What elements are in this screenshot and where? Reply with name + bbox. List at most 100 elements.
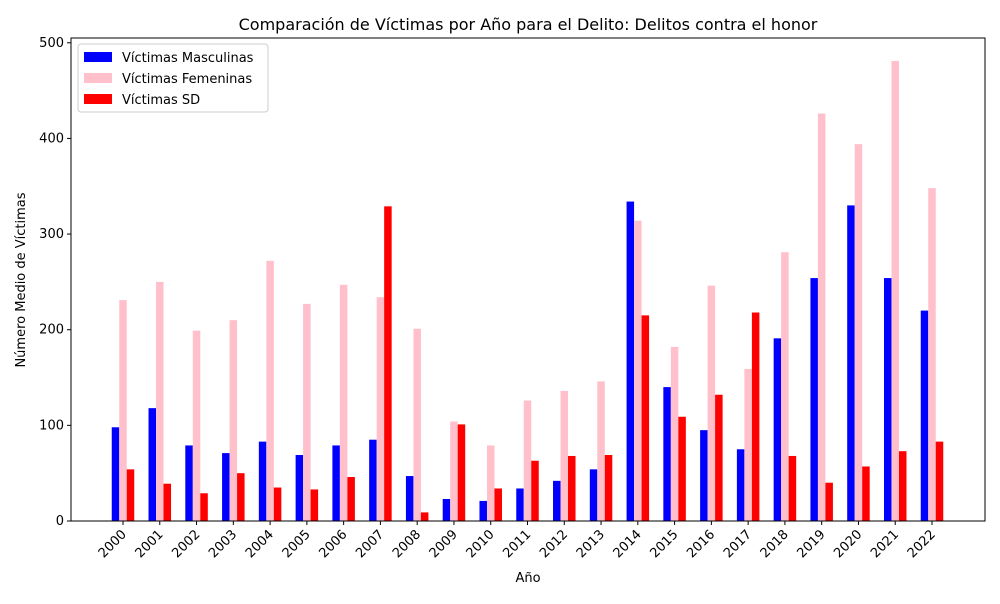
x-tick-label: 2013 bbox=[574, 527, 608, 561]
bar-sd-2011 bbox=[531, 460, 539, 521]
x-tick-label: 2015 bbox=[647, 527, 681, 561]
x-tick-label: 2010 bbox=[464, 527, 498, 561]
bar-masculinas-2019 bbox=[810, 278, 818, 521]
x-tick-label: 2018 bbox=[758, 527, 792, 561]
bar-masculinas-2008 bbox=[405, 476, 414, 521]
bar-femeninas-2007 bbox=[376, 297, 385, 521]
bar-sd-2022 bbox=[935, 441, 944, 521]
y-tick-label: 0 bbox=[56, 514, 64, 529]
bar-sd-2019 bbox=[825, 482, 833, 521]
bar-sd-2004 bbox=[273, 487, 282, 521]
bar-femeninas-2006 bbox=[339, 284, 348, 521]
bar-femeninas-2013 bbox=[597, 381, 605, 521]
x-tick-label: 2012 bbox=[537, 527, 571, 561]
bar-masculinas-2013 bbox=[589, 469, 598, 521]
x-tick-label: 2004 bbox=[243, 527, 277, 561]
x-tick-label: 2011 bbox=[500, 527, 534, 561]
x-tick-label: 2020 bbox=[831, 527, 865, 561]
y-axis-label: Número Medio de Víctimas bbox=[14, 192, 29, 367]
x-tick-label: 2000 bbox=[96, 527, 130, 561]
legend-label: Víctimas Femeninas bbox=[122, 72, 252, 87]
x-tick-label: 2017 bbox=[721, 527, 755, 561]
bar-masculinas-2015 bbox=[663, 387, 671, 521]
bar-masculinas-2009 bbox=[442, 499, 451, 521]
bar-sd-2010 bbox=[494, 488, 502, 521]
bar-masculinas-2018 bbox=[773, 338, 782, 521]
x-tick-label: 2022 bbox=[905, 527, 939, 561]
x-tick-label: 2002 bbox=[169, 527, 203, 561]
bar-sd-2013 bbox=[604, 455, 613, 521]
bar-masculinas-2003 bbox=[222, 453, 230, 521]
bar-sd-2021 bbox=[898, 451, 907, 521]
bar-femeninas-2014 bbox=[634, 220, 642, 521]
bar-femeninas-2010 bbox=[486, 445, 495, 521]
x-tick-label: 2001 bbox=[133, 527, 167, 561]
bar-sd-2001 bbox=[163, 483, 172, 521]
bar-masculinas-2021 bbox=[883, 278, 892, 521]
legend-swatch bbox=[84, 52, 112, 62]
x-tick-label: 2005 bbox=[280, 527, 314, 561]
bar-masculinas-2022 bbox=[920, 310, 929, 521]
bar-sd-2015 bbox=[678, 416, 686, 521]
legend-label: Víctimas SD bbox=[122, 93, 200, 108]
bar-masculinas-2005 bbox=[295, 455, 304, 521]
x-tick-label: 2014 bbox=[611, 527, 645, 561]
x-tick-label: 2007 bbox=[353, 527, 387, 561]
bar-femeninas-2002 bbox=[192, 330, 201, 521]
bar-masculinas-2016 bbox=[700, 430, 708, 521]
bar-sd-2003 bbox=[237, 473, 245, 521]
bar-masculinas-2014 bbox=[626, 201, 635, 522]
bar-masculinas-2010 bbox=[479, 500, 487, 521]
bar-femeninas-2019 bbox=[817, 113, 826, 521]
x-tick-label: 2021 bbox=[868, 527, 902, 561]
y-tick-label: 200 bbox=[39, 323, 64, 338]
chart-title: Comparación de Víctimas por Año para el … bbox=[239, 15, 818, 34]
bar-masculinas-2001 bbox=[148, 408, 157, 521]
legend-box bbox=[77, 43, 269, 113]
bar-femeninas-2016 bbox=[707, 285, 716, 521]
bar-masculinas-2012 bbox=[553, 480, 561, 521]
bar-femeninas-2022 bbox=[928, 188, 936, 521]
bar-femeninas-2020 bbox=[854, 144, 863, 521]
legend-swatch bbox=[84, 94, 112, 104]
bar-femeninas-2005 bbox=[303, 303, 311, 521]
bar-masculinas-2000 bbox=[111, 427, 120, 521]
bar-sd-2014 bbox=[641, 315, 650, 521]
bar-sd-2008 bbox=[420, 512, 429, 521]
bar-sd-2002 bbox=[200, 493, 208, 521]
bar-sd-2016 bbox=[715, 394, 723, 521]
bar-masculinas-2006 bbox=[332, 445, 340, 521]
bar-femeninas-2009 bbox=[450, 421, 458, 521]
bars-layer bbox=[111, 60, 944, 522]
bar-masculinas-2007 bbox=[369, 439, 377, 521]
bar-masculinas-2020 bbox=[847, 205, 855, 521]
bar-femeninas-2001 bbox=[156, 281, 164, 521]
bar-femeninas-2012 bbox=[560, 390, 569, 521]
x-axis-label: Año bbox=[515, 571, 540, 586]
legend-swatch bbox=[84, 73, 112, 83]
x-tick-label: 2006 bbox=[316, 527, 350, 561]
x-tick-label: 2016 bbox=[684, 527, 718, 561]
bar-femeninas-2021 bbox=[891, 60, 899, 521]
bar-sd-2020 bbox=[862, 466, 870, 521]
bar-femeninas-2017 bbox=[744, 368, 752, 521]
bar-sd-2018 bbox=[788, 455, 797, 521]
bar-femeninas-2003 bbox=[229, 320, 238, 521]
bar-femeninas-2000 bbox=[119, 300, 127, 521]
bar-femeninas-2008 bbox=[413, 328, 421, 521]
axes-layer: 0 100 200 300 400 500 2000 2001 2002 2003 2004 2005… bbox=[39, 36, 986, 561]
bar-femeninas-2015 bbox=[670, 346, 679, 521]
bar-sd-2007 bbox=[384, 206, 392, 521]
y-tick-label: 400 bbox=[39, 131, 64, 146]
bar-sd-2006 bbox=[347, 477, 355, 521]
bar-femeninas-2018 bbox=[781, 252, 789, 522]
bar-sd-2012 bbox=[568, 455, 576, 521]
x-tick-label: 2019 bbox=[795, 527, 829, 561]
x-tick-label: 2008 bbox=[390, 527, 424, 561]
x-tick-label: 2003 bbox=[206, 527, 240, 561]
bar-sd-2000 bbox=[126, 469, 135, 521]
bar-masculinas-2004 bbox=[258, 441, 267, 521]
bar-masculinas-2002 bbox=[185, 445, 193, 521]
